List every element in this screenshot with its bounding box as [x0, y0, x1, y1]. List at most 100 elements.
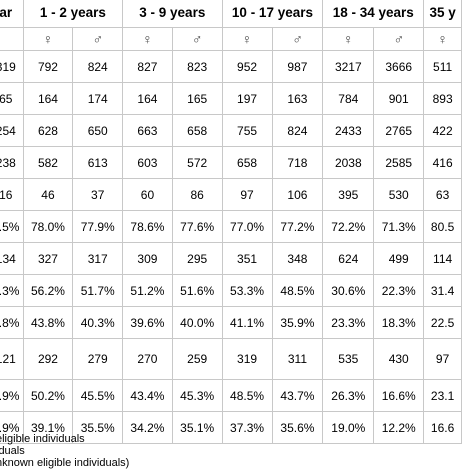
table-row: 25462865066365875582424332765422: [0, 114, 462, 147]
table-cell: 26.3%: [322, 379, 375, 412]
table-cell: 72.2%: [322, 210, 375, 243]
table-cell: 530: [373, 178, 425, 211]
table-cell: 18.3%: [373, 306, 425, 339]
table-cell: 827: [122, 50, 173, 83]
table-cell: 628: [22, 114, 74, 147]
sex-row: ♀ ♂ ♀ ♂ ♀ ♂ ♀ ♂ ♀: [0, 27, 462, 51]
footnote-line: iduals: [0, 445, 25, 457]
table-cell: 174: [72, 82, 124, 115]
table-row: 134327317309295351348624499114: [0, 242, 462, 275]
table-cell: 48.5%: [221, 379, 273, 412]
table-cell: 901: [373, 82, 425, 115]
table-cell: 16: [0, 178, 24, 211]
table-cell: 51.6%: [171, 274, 223, 307]
table-cell: 254: [0, 114, 24, 147]
table-cell: 582: [22, 146, 74, 179]
header-35-years: 35 y: [423, 0, 462, 28]
header-1-2-years: 1 - 2 years: [22, 0, 124, 28]
table-cell: 45.5%: [72, 379, 124, 412]
table-cell: 650: [72, 114, 124, 147]
table-cell: 165: [171, 82, 223, 115]
header-18-34-years: 18 - 34 years: [322, 0, 425, 28]
table-row: 65 164 174 164 165 197 163 784 901 893: [0, 82, 462, 115]
table-cell: 1.8%: [0, 306, 24, 339]
table-row: 16 46 37 60 86 97 106 395 530 63: [0, 178, 462, 211]
table-cell: 658: [221, 146, 273, 179]
table-cell: 78.0%: [22, 210, 74, 243]
table-cell: 311: [271, 338, 324, 380]
table-cell: 41.1%: [221, 306, 273, 339]
table-cell: 77.9%: [72, 210, 124, 243]
table-cell: 2585: [373, 146, 425, 179]
table-cell: 97: [423, 338, 462, 380]
table-cell: 35.6%: [271, 411, 324, 444]
table-cell: 535: [322, 338, 375, 380]
female-icon: ♀: [221, 27, 273, 51]
table-cell: 34.2%: [122, 411, 173, 444]
footnote-line: eligible individuals: [0, 433, 85, 445]
table-cell: 327: [22, 242, 74, 275]
table-cell: 987: [271, 50, 324, 83]
table-cell: 51.7%: [72, 274, 124, 307]
table-cell: 784: [322, 82, 375, 115]
table-cell: 12.2%: [373, 411, 425, 444]
header-3-9-years: 3 - 9 years: [122, 0, 223, 28]
table-cell: 45.3%: [171, 379, 223, 412]
table-cell: 22.3%: [373, 274, 425, 307]
table-cell: 718: [271, 146, 324, 179]
table-cell: 31.4: [423, 274, 462, 307]
table-cell: 348: [271, 242, 324, 275]
table-cell: 416: [423, 146, 462, 179]
table-cell: 511: [423, 50, 462, 83]
table-cell: 823: [171, 50, 223, 83]
table-cell: 824: [72, 50, 124, 83]
table-cell: 164: [122, 82, 173, 115]
table-cell: 43.7%: [271, 379, 324, 412]
table-cell: 317: [72, 242, 124, 275]
table-row: 31979282482782395298732173666511: [0, 50, 462, 83]
table-cell: 30.6%: [322, 274, 375, 307]
table-cell: 71.3%: [373, 210, 425, 243]
header-row: ar 1 - 2 years 3 - 9 years 10 - 17 years…: [0, 0, 462, 28]
table-cell: 603: [122, 146, 173, 179]
female-icon: ♀: [423, 27, 462, 51]
sex-cell: [0, 27, 24, 51]
table-cell: 292: [22, 338, 74, 380]
table-cell: 295: [171, 242, 223, 275]
table-cell: 422: [423, 114, 462, 147]
table-cell: 5.3%: [0, 274, 24, 307]
table-cell: 37: [72, 178, 124, 211]
table-row: 5.3%56.2%51.7%51.2%51.6%53.3%48.5%30.6%2…: [0, 274, 462, 307]
male-icon: ♂: [373, 27, 425, 51]
table-cell: 78.6%: [122, 210, 173, 243]
table-cell: 238: [0, 146, 24, 179]
table-row: 3.9%50.2%45.5%43.4%45.3%48.5%43.7%26.3%1…: [0, 379, 462, 412]
table-cell: 80.5: [423, 210, 462, 243]
table-cell: 755: [221, 114, 273, 147]
table-cell: 77.6%: [171, 210, 223, 243]
table-cell: 121: [0, 338, 24, 380]
table-cell: 613: [72, 146, 124, 179]
table-cell: 35.1%: [171, 411, 223, 444]
table-cell: 86: [171, 178, 223, 211]
table-cell: 259: [171, 338, 223, 380]
table-cell: 164: [22, 82, 74, 115]
table-cell: 792: [22, 50, 74, 83]
table-cell: 197: [221, 82, 273, 115]
table-cell: 16.6%: [373, 379, 425, 412]
table-cell: 395: [322, 178, 375, 211]
table-cell: 309: [122, 242, 173, 275]
table-body: 3197928248278239529873217366651165164174…: [0, 50, 462, 444]
male-icon: ♂: [72, 27, 124, 51]
table-cell: 3.5%: [0, 210, 24, 243]
table-cell: 663: [122, 114, 173, 147]
male-icon: ♂: [271, 27, 324, 51]
table-row: 12129227927025931931153543097: [0, 338, 462, 380]
table-cell: 56.2%: [22, 274, 74, 307]
header-10-17-years: 10 - 17 years: [221, 0, 324, 28]
table-cell: 50.2%: [22, 379, 74, 412]
table-cell: 43.4%: [122, 379, 173, 412]
table-cell: 65: [0, 82, 24, 115]
table-cell: 39.1%: [22, 411, 74, 444]
